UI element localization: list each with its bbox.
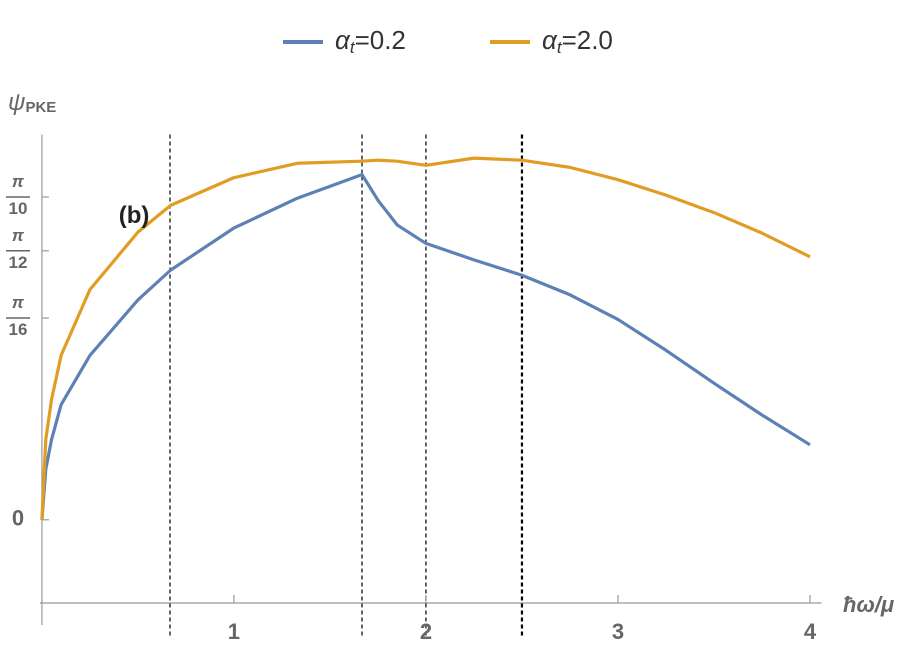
x-tick-label: 3 bbox=[612, 619, 624, 644]
legend-label: αt=2.0 bbox=[542, 25, 613, 58]
x-axis-label: ħω/μ bbox=[843, 592, 894, 617]
y-axis-label: ψPKE bbox=[8, 89, 56, 116]
line-series bbox=[40, 156, 811, 520]
line-series bbox=[40, 172, 811, 520]
y-tick-label: 0 bbox=[12, 506, 24, 531]
x-tick-label: 1 bbox=[228, 619, 240, 644]
y-tick-label: π/16 bbox=[9, 294, 28, 340]
annotation: (b) bbox=[119, 202, 150, 229]
y-tick-label: π/10 bbox=[9, 172, 28, 218]
x-tick-label: 2 bbox=[420, 619, 432, 644]
x-tick-label: 4 bbox=[804, 619, 817, 644]
legend-label: αt=0.2 bbox=[335, 25, 406, 58]
y-tick-label: π/12 bbox=[9, 226, 28, 272]
